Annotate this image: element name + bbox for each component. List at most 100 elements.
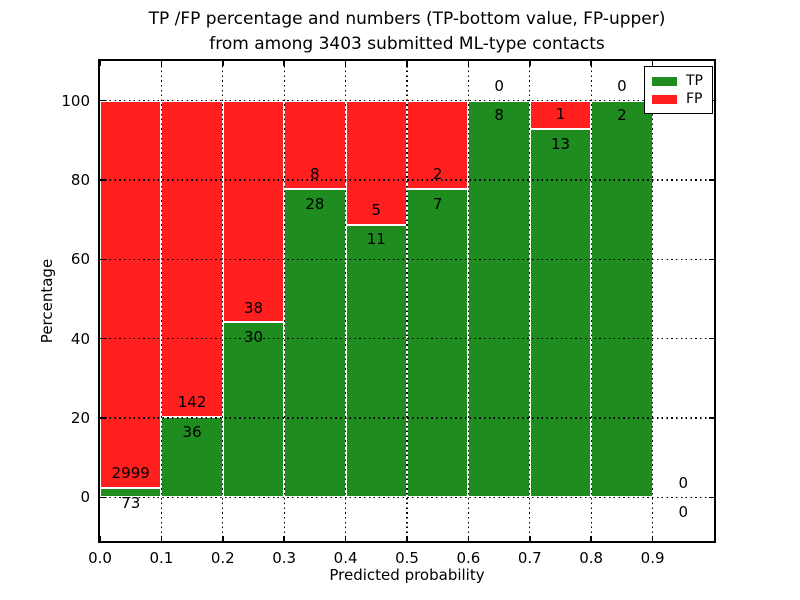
legend: TP FP <box>644 66 713 114</box>
x-tick-top-0.2 <box>222 61 224 66</box>
y-tick-label-60: 60 <box>70 250 90 269</box>
x-tick-label-0.8: 0.8 <box>579 549 604 567</box>
chart-title-line1: TP /FP percentage and numbers (TP-bottom… <box>148 9 666 29</box>
fp-count-label-0.1-0.2: 142 <box>177 393 207 412</box>
x-tick-bottom-0.8 <box>590 536 592 541</box>
bar-tp-0.8-0.9 <box>591 100 653 498</box>
x-tick-top-0.8 <box>590 61 592 66</box>
x-tick-top-0.3 <box>283 61 285 66</box>
x-tick-label-0.4: 0.4 <box>333 549 358 567</box>
grid-line-x-0.5 <box>406 61 408 541</box>
fp-count-label-0.4-0.5: 5 <box>371 200 382 219</box>
x-tick-top-0.5 <box>406 61 408 66</box>
bar-tp-0.2-0.3 <box>222 322 285 498</box>
legend-swatch-TP <box>652 76 677 86</box>
x-tick-label-0.0: 0.0 <box>88 549 112 567</box>
x-tick-top-0.1 <box>160 61 163 66</box>
tp-count-label-0.4-0.5: 11 <box>366 230 386 249</box>
y-tick-label-40: 40 <box>70 329 90 348</box>
x-tick-bottom-0.2 <box>222 536 224 541</box>
grid-line-x-0.7 <box>529 61 531 541</box>
x-tick-bottom-0.3 <box>283 536 285 541</box>
tp-count-label-0.6-0.7: 8 <box>494 106 504 125</box>
x-tick-label-0.5: 0.5 <box>395 549 419 567</box>
fp-count-label-0.0-0.1: 2999 <box>111 464 150 483</box>
x-tick-bottom-0.7 <box>529 536 531 541</box>
x-tick-label-0.1: 0.1 <box>149 549 174 567</box>
x-tick-bottom-0.4 <box>344 536 347 541</box>
fp-count-label-0.5-0.6: 2 <box>432 165 443 184</box>
fp-count-label-0.3-0.4: 8 <box>310 165 320 184</box>
bar-fp-0.2-0.3 <box>222 100 285 323</box>
tp-count-label-0.7-0.8: 13 <box>550 134 571 153</box>
grid-line-x-0.9 <box>651 61 654 541</box>
bar-tp-0.5-0.6 <box>407 188 469 498</box>
y-tick-label-20: 20 <box>70 409 90 428</box>
y-tick-label-80: 80 <box>70 171 90 189</box>
fp-count-label-0.7-0.8: 1 <box>555 105 566 124</box>
bar-fp-0.0-0.1 <box>100 100 162 488</box>
tp-count-label-0.1-0.2: 36 <box>182 422 202 441</box>
grid-line-y-100 <box>100 99 714 102</box>
legend-entry-TP: TP <box>652 72 703 90</box>
fp-count-label-0.8-0.9: 0 <box>617 76 627 95</box>
legend-label-TP: TP <box>686 73 703 89</box>
y-tick-left-20 <box>100 417 105 419</box>
x-tick-label-0.7: 0.7 <box>517 549 542 567</box>
bar-tp-0.7-0.8 <box>529 129 592 498</box>
x-tick-top-0.7 <box>529 61 531 66</box>
grid-line-x-0.8 <box>590 61 592 541</box>
x-tick-top-0.4 <box>344 61 347 66</box>
y-tick-left-100 <box>100 99 105 102</box>
x-tick-bottom-0.9 <box>651 536 654 541</box>
fp-count-label-0.9-1.0: 0 <box>678 473 689 492</box>
x-tick-top-0.9 <box>651 61 654 66</box>
tp-count-label-0.8-0.9: 2 <box>617 106 627 125</box>
y-tick-right-0 <box>709 496 714 499</box>
grid-line-y-60 <box>100 258 714 261</box>
x-tick-top-0.6 <box>467 61 470 66</box>
x-tick-bottom-0.6 <box>467 536 470 541</box>
legend-label-FP: FP <box>686 91 703 107</box>
grid-line-x-0.4 <box>344 61 347 541</box>
x-tick-bottom-0.0 <box>99 536 101 541</box>
plot-area: 2999 73 142 36 38 30 8 28 5 11 2 7 0 8 1 13 0 2 0 0 <box>98 59 716 543</box>
tp-count-label-0.0-0.1: 73 <box>121 493 141 512</box>
x-tick-top-0.0 <box>99 61 101 66</box>
y-tick-left-40 <box>100 337 105 340</box>
x-tick-bottom-0.1 <box>160 536 163 541</box>
y-tick-left-0 <box>100 496 105 499</box>
chart-title-line2: from among 3403 submitted ML-type contac… <box>209 34 605 54</box>
grid-line-x-0.2 <box>222 61 224 541</box>
y-tick-right-80 <box>709 179 714 181</box>
x-tick-bottom-0.5 <box>406 536 408 541</box>
y-tick-label-0: 0 <box>80 488 90 507</box>
grid-line-x-0.6 <box>467 61 470 541</box>
tp-count-label-0.3-0.4: 28 <box>305 194 325 213</box>
x-tick-label-0.3: 0.3 <box>272 549 297 567</box>
tp-count-label-0.5-0.6: 7 <box>432 194 443 213</box>
y-tick-right-20 <box>709 417 714 419</box>
y-tick-right-40 <box>709 337 714 340</box>
legend-entry-FP: FP <box>652 90 703 108</box>
grid-line-y-20 <box>100 417 714 419</box>
grid-line-y-40 <box>100 337 714 340</box>
tp-count-label-0.9-1.0: 0 <box>678 503 689 522</box>
x-axis-label: Predicted probability <box>329 566 485 584</box>
x-tick-label-0.2: 0.2 <box>210 549 235 567</box>
legend-swatch-FP <box>652 94 677 104</box>
x-tick-label-0.9: 0.9 <box>640 549 665 567</box>
y-tick-left-80 <box>100 179 105 181</box>
fp-count-label-0.6-0.7: 0 <box>494 76 504 95</box>
bar-tp-0.4-0.5 <box>345 224 407 498</box>
grid-line-x-0.3 <box>283 61 285 541</box>
grid-line-x-0.1 <box>160 61 163 541</box>
grid-line-y-80 <box>100 179 714 181</box>
bar-tp-0.3-0.4 <box>284 188 346 498</box>
tp-count-label-0.2-0.3: 30 <box>243 328 264 347</box>
y-tick-right-60 <box>709 258 714 261</box>
y-tick-left-60 <box>100 258 105 261</box>
x-tick-label-0.6: 0.6 <box>456 549 481 567</box>
y-tick-label-100: 100 <box>61 91 90 110</box>
